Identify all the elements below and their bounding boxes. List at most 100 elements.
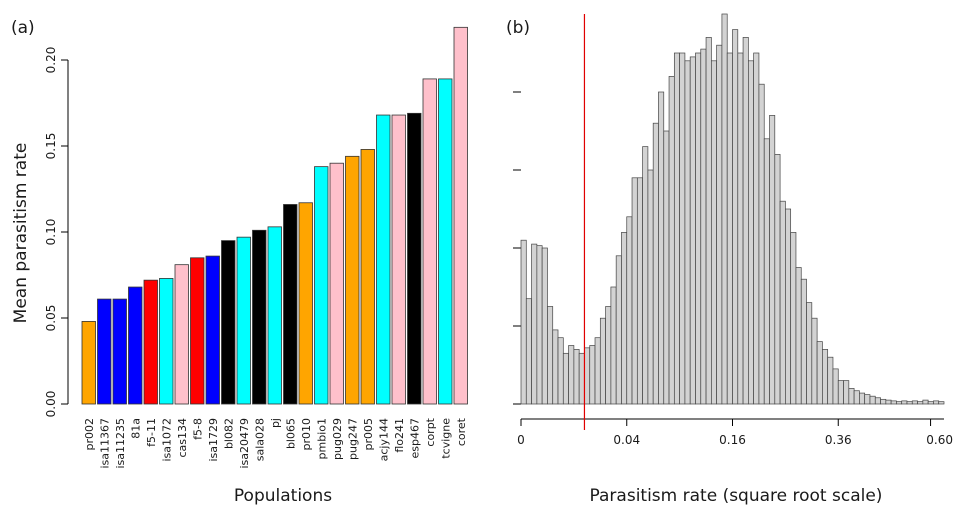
histogram-bar: [901, 400, 908, 405]
panel-b-bars: [520, 13, 945, 405]
x-tick-label: isa1729: [207, 418, 220, 462]
panel-a-x-tick-labels: pr002 isa11367 isa11235 81a f5-11 isa1072 cas1…: [83, 417, 468, 468]
histogram-bar: [531, 243, 538, 405]
histogram-bar: [769, 115, 776, 405]
y-tick-label: 0.00: [44, 391, 58, 418]
histogram-bar: [631, 177, 638, 405]
histogram-bar: [647, 169, 654, 405]
bar: [407, 112, 422, 405]
histogram-bar: [927, 401, 934, 405]
histogram-bar: [705, 37, 712, 405]
x-tick-label: pug247: [346, 418, 359, 460]
histogram-bar: [758, 83, 765, 405]
x-tick-label: corpt: [424, 417, 437, 446]
histogram-bar: [885, 399, 892, 405]
histogram-bar: [864, 394, 871, 405]
histogram-bar: [832, 368, 839, 405]
x-tick-label: pr002: [83, 418, 96, 451]
histogram-bar: [673, 52, 680, 405]
histogram-bar: [589, 345, 596, 405]
bar: [252, 229, 267, 405]
panel-a-y-axis-title: Mean parasitism rate: [11, 143, 31, 324]
bar: [453, 26, 468, 405]
bar: [236, 236, 251, 405]
x-tick-label: esp467: [408, 418, 421, 458]
histogram-bar: [568, 345, 575, 405]
histogram-bar: [811, 317, 818, 405]
bar: [391, 114, 406, 405]
y-tick-label: 0.05: [44, 305, 58, 332]
bar: [438, 78, 453, 405]
x-tick-label: tcvigne: [439, 418, 452, 459]
histogram-bar: [859, 392, 866, 405]
x-tick-label: pmbio1: [315, 418, 328, 459]
histogram-bar: [679, 52, 686, 405]
bar: [81, 321, 96, 405]
histogram-bar: [906, 401, 913, 405]
x-tick-label: pug029: [331, 418, 344, 460]
x-tick-label: 0.36: [825, 433, 852, 447]
histogram-bar: [795, 267, 802, 405]
histogram-bar: [917, 401, 924, 405]
histogram-bar: [779, 200, 786, 405]
x-tick-label: isa20479: [238, 418, 251, 469]
x-tick-label: pj: [269, 418, 282, 428]
histogram-bar: [573, 349, 580, 405]
histogram-bar: [584, 347, 591, 405]
histogram-bar: [732, 29, 739, 405]
x-tick-label: f5-11: [145, 418, 158, 447]
panel-b-x-ticks: 0 0.04 0.16 0.36 0.60: [517, 419, 953, 447]
x-tick-label: pr005: [362, 418, 375, 451]
x-tick-label: isa11235: [114, 418, 127, 469]
bar: [267, 226, 282, 405]
histogram-bar: [621, 232, 628, 405]
histogram-bar: [658, 91, 665, 405]
histogram-bar: [695, 52, 702, 405]
x-tick-label: 0.04: [613, 433, 640, 447]
histogram-bar: [663, 130, 670, 405]
histogram-bar: [652, 122, 659, 405]
histogram-bar: [896, 401, 903, 405]
histogram-bar: [689, 56, 696, 405]
histogram-bar: [800, 278, 807, 405]
histogram-bar: [848, 388, 855, 405]
histogram-bar: [605, 306, 612, 405]
histogram-bar: [541, 247, 548, 405]
bar: [143, 279, 158, 405]
panel-b-x-axis-title: Parasitism rate (square root scale): [590, 486, 883, 506]
histogram-bar: [700, 48, 707, 405]
y-tick-label: 0.15: [44, 133, 58, 160]
histogram-bar: [748, 60, 754, 405]
bar: [345, 155, 360, 405]
bar: [97, 298, 112, 405]
histogram-bar: [874, 397, 881, 405]
histogram-bar: [578, 352, 585, 405]
histogram-bar: [668, 76, 675, 405]
x-tick-label: cas134: [176, 418, 189, 458]
histogram-bar: [557, 337, 564, 405]
histogram-bar: [594, 337, 601, 405]
x-tick-label: 81a: [129, 418, 142, 439]
panel-b-histogram: (b) 0 0.04 0.16 0.36 0.60 Parasitism rate (s…: [506, 13, 953, 506]
bar: [329, 162, 344, 405]
bar: [314, 166, 329, 405]
histogram-bar: [562, 352, 569, 405]
histogram-bar: [536, 245, 543, 405]
histogram-bar: [615, 255, 622, 405]
histogram-bar: [822, 349, 829, 405]
y-tick-label: 0.20: [44, 47, 58, 74]
histogram-bar: [742, 37, 749, 405]
histogram-bar: [837, 380, 844, 405]
x-tick-label: acjy144: [377, 418, 390, 461]
histogram-bar: [737, 52, 744, 405]
histogram-bar: [525, 298, 532, 405]
histogram-bar: [938, 401, 945, 405]
x-tick-label: pr010: [300, 418, 313, 451]
panel-a-x-axis-title: Populations: [234, 486, 332, 506]
histogram-bar: [933, 400, 940, 405]
x-tick-label: 0.60: [926, 433, 953, 447]
histogram-bar: [853, 390, 860, 405]
histogram-bar: [827, 356, 834, 405]
bar: [112, 298, 127, 405]
